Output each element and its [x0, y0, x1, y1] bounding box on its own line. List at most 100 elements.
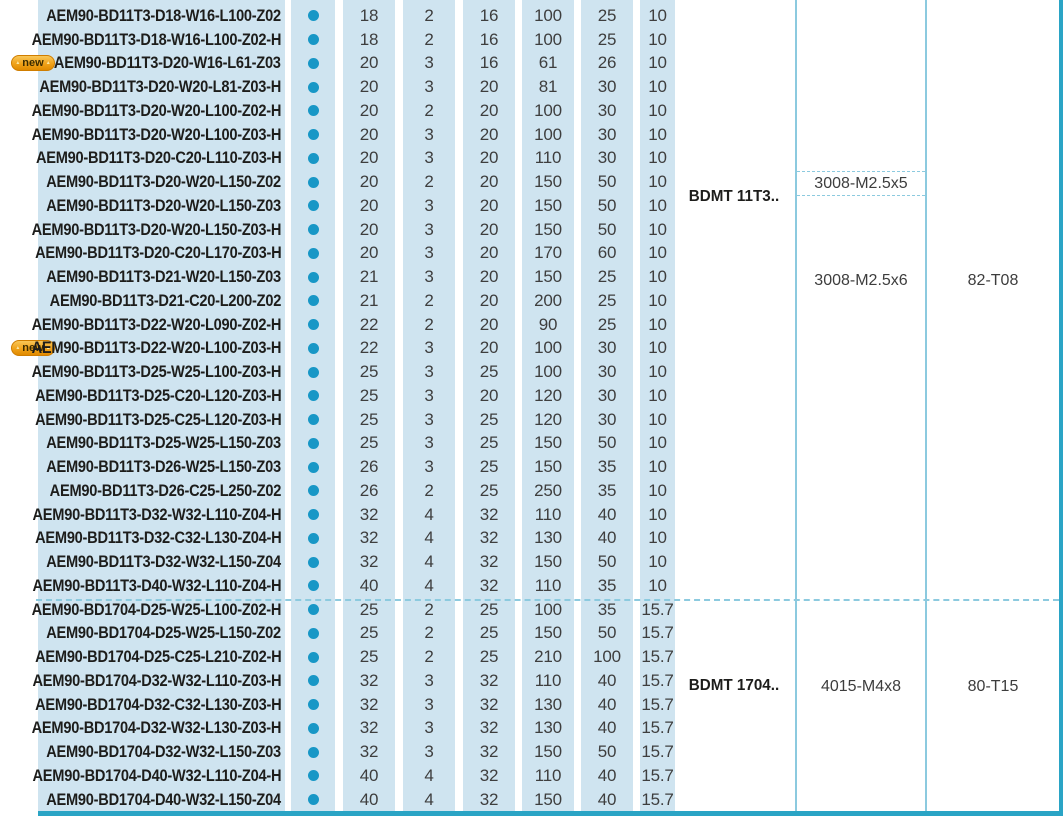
stock-dot-icon [307, 604, 319, 616]
table-row: AEM90-BD1704-D32-W32-L150-Z03 32 3 32 15… [38, 740, 675, 764]
value-cell-g: 15.7 [640, 645, 675, 669]
stock-dot-icon [307, 129, 319, 141]
value-cell-d1: 18 [343, 4, 395, 28]
value-cell-l1: 150 [522, 787, 574, 812]
value-cell-l1: 150 [522, 431, 574, 456]
screw-designation-label: 4015-M4x8 [820, 677, 902, 695]
designation-cell: AEM90-BD1704-D32-W32-L110-Z03-H [32, 669, 285, 693]
value-cell-l2: 35 [581, 455, 633, 479]
value-cell-d2: 25 [463, 455, 515, 479]
value-cell-g: 10 [640, 455, 675, 479]
value-cell-d1: 20 [343, 170, 395, 194]
value-cell-z: 2 [403, 312, 455, 337]
stock-cell [291, 764, 335, 788]
table-row: AEM90-BD1704-D32-C32-L130-Z03-H 32 3 32 … [35, 692, 675, 717]
value-cell-z: 3 [403, 336, 455, 361]
designation-cell: AEM90-BD11T3-D20-C20-L110-Z03-H [35, 146, 285, 171]
designation-cell: AEM90-BD11T3-D18-W16-L100-Z02 [38, 4, 285, 28]
table-row: AEM90-BD11T3-D20-C20-L170-Z03-H 20 3 20 … [35, 241, 675, 266]
designation-text: AEM90-BD11T3-D26-C25-L250-Z02 [49, 480, 282, 500]
stock-cell [291, 787, 335, 812]
value-cell-l1: 150 [522, 194, 574, 218]
value-cell-z: 3 [403, 265, 455, 289]
value-cell-z: 3 [403, 360, 455, 384]
value-cell-g: 10 [640, 265, 675, 289]
stock-cell [291, 479, 335, 503]
stock-dot-icon [307, 342, 319, 354]
stock-dot-icon [307, 81, 319, 93]
value-cell-z: 4 [403, 526, 455, 551]
value-cell-z: 3 [403, 407, 455, 432]
stock-dot-icon [307, 651, 319, 663]
designation-cell: AEM90-BD11T3-D32-W32-L150-Z04 [38, 550, 285, 574]
value-cell-d1: 26 [343, 455, 395, 479]
stock-dot-icon [307, 722, 319, 734]
value-cell-z: 3 [403, 716, 455, 741]
designation-cell: AEM90-BD11T3-D20-W20-L100-Z02-H [31, 99, 285, 123]
value-cell-d1: 25 [343, 431, 395, 456]
value-cell-l2: 50 [581, 740, 633, 764]
table-row: AEM90-BD11T3-D21-C20-L200-Z02 21 2 20 20… [38, 289, 675, 313]
value-cell-z: 2 [403, 289, 455, 313]
stock-cell [291, 645, 335, 669]
value-cell-d1: 20 [343, 75, 395, 99]
value-cell-l1: 210 [522, 645, 574, 669]
designation-cell: AEM90-BD11T3-D21-C20-L200-Z02 [38, 289, 285, 313]
value-cell-g: 15.7 [640, 764, 675, 788]
designation-text: AEM90-BD11T3-D40-W32-L110-Z04-H [32, 575, 281, 595]
stock-cell [291, 0, 335, 4]
value-cell-d1: 20 [343, 99, 395, 123]
stock-cell [291, 170, 335, 194]
value-cell [581, 0, 633, 4]
value-cell-l1: 100 [522, 597, 574, 622]
designation-cell: AEM90-BD1704-D40-W32-L110-Z04-H [32, 764, 285, 788]
stock-dot-icon [307, 200, 319, 212]
value-cell-d1: 25 [343, 645, 395, 669]
value-cell-l2: 25 [581, 312, 633, 337]
value-cell-g: 10 [640, 550, 675, 574]
new-badge: ▲ new ▲ [11, 340, 55, 357]
stock-dot-icon [307, 295, 319, 307]
table-row: AEM90-BD11T3-D20-W20-L150-Z02 20 2 20 15… [38, 170, 675, 194]
value-cell: 10 [640, 0, 675, 4]
designation-text: AEM90-BD11T3-D21-C20-L200-Z02 [49, 290, 282, 310]
value-cell-l2: 25 [581, 289, 633, 313]
stock-cell [291, 669, 335, 693]
stock-dot-icon [307, 461, 319, 473]
table-row: AEM90-BD11T3-D18-W16-L100-Z02 18 2 16 10… [38, 4, 675, 28]
table-row: AEM90-BD11T3-D26-W25-L150-Z03 26 3 25 15… [38, 455, 675, 479]
value-cell-d1: 32 [343, 669, 395, 693]
value-cell-z: 2 [403, 170, 455, 194]
value-cell-z: 4 [403, 574, 455, 598]
stock-cell [291, 716, 335, 741]
stock-dot-icon [307, 10, 319, 22]
value-cell-z: 3 [403, 455, 455, 479]
value-cell-d2: 32 [463, 787, 515, 812]
designation-cell: AEM90-BD11T3-D18-W16-L100-Z02-H [31, 27, 285, 52]
value-cell-l1: 100 [522, 122, 574, 147]
stock-cell [291, 621, 335, 646]
stock-dot-icon [307, 366, 319, 378]
value-cell-l2: 40 [581, 764, 633, 788]
table-row: AEM90-BD11T3-D26-C25-L250-Z02 26 2 25 25… [38, 479, 675, 503]
value-cell-l1: 170 [522, 241, 574, 266]
value-cell-l1: 120 [522, 384, 574, 408]
value-cell-l1: 150 [522, 455, 574, 479]
value-cell-l2: 35 [581, 479, 633, 503]
designation-cell [38, 0, 285, 4]
screw-designation-label: 3008-M2.5x6 [814, 271, 908, 289]
designation-cell: AEM90-BD11T3-D20-W20-L150-Z03 [38, 194, 285, 218]
value-cell-l2: 30 [581, 122, 633, 147]
value-cell-l1: 130 [522, 526, 574, 551]
table-row: AEM90-BD11T3-D25-W25-L150-Z03 25 3 25 15… [38, 431, 675, 456]
value-cell [522, 0, 574, 4]
stock-cell [291, 241, 335, 266]
stock-dot-icon [307, 437, 319, 449]
value-cell-d1: 25 [343, 621, 395, 646]
designation-text: AEM90-BD11T3-D32-W32-L110-Z04-H [32, 504, 281, 524]
table-row: AEM90-BD11T3-D25-C20-L120-Z03-H 25 3 20 … [35, 384, 675, 408]
value-cell-l1: 100 [522, 360, 574, 384]
designation-text: AEM90-BD11T3-D22-W20-L090-Z02-H [31, 314, 281, 334]
designation-text: AEM90-BD1704-D40-W32-L150-Z04 [46, 789, 281, 809]
value-cell-d1: 25 [343, 597, 395, 622]
